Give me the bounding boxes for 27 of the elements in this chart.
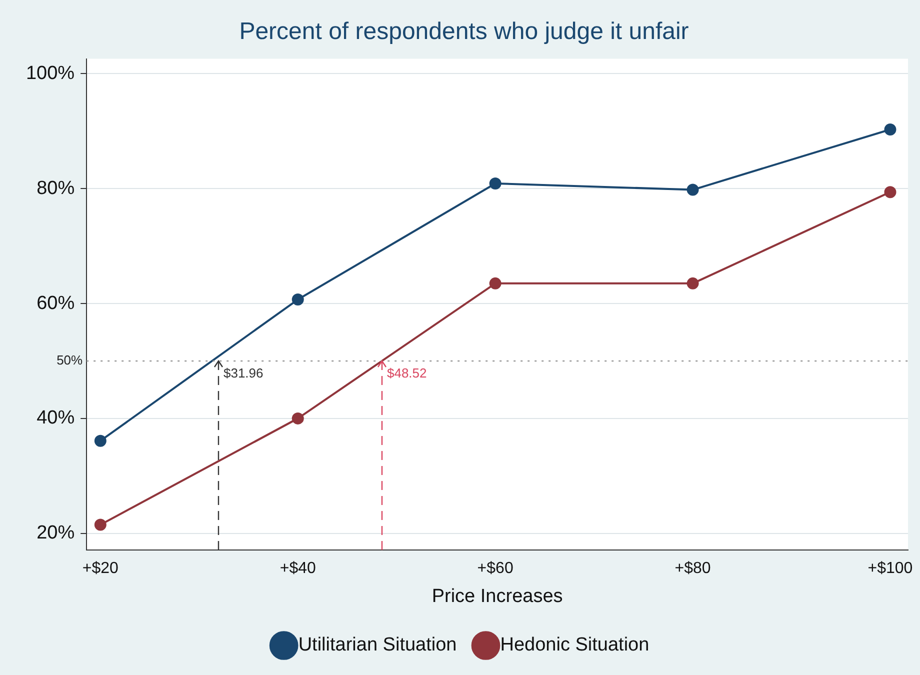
point xyxy=(884,123,896,136)
ref-line-label: 50% xyxy=(56,352,84,368)
point xyxy=(686,184,699,196)
chart-title: Percent of respondents who judge it unfair xyxy=(239,18,689,46)
x-tick-label: +$40 xyxy=(280,560,316,578)
x-tick-label: +$80 xyxy=(674,560,711,578)
y-tick-label: 40% xyxy=(36,408,75,429)
x-tick-label: +$60 xyxy=(477,560,514,578)
point xyxy=(686,277,699,290)
point xyxy=(489,177,502,190)
legend-label: Utilitarian Situation xyxy=(298,634,457,656)
point xyxy=(884,186,896,198)
point xyxy=(489,277,502,290)
point xyxy=(94,434,106,447)
point xyxy=(94,518,106,531)
x-tick-label: +$100 xyxy=(868,560,913,578)
legend-label: Hedonic Situation xyxy=(500,634,650,656)
point xyxy=(292,412,304,424)
x-axis-title: Price Increases xyxy=(432,586,563,607)
ref-line-label: $31.96 xyxy=(223,366,264,381)
ref-line-label: $48.52 xyxy=(386,366,427,381)
y-tick-label: 20% xyxy=(36,522,75,544)
point xyxy=(292,294,304,306)
y-tick-label: 80% xyxy=(36,178,75,199)
y-tick-label: 100% xyxy=(26,62,75,84)
x-tick-label: +$20 xyxy=(82,560,119,578)
y-tick-label: 60% xyxy=(36,292,75,314)
